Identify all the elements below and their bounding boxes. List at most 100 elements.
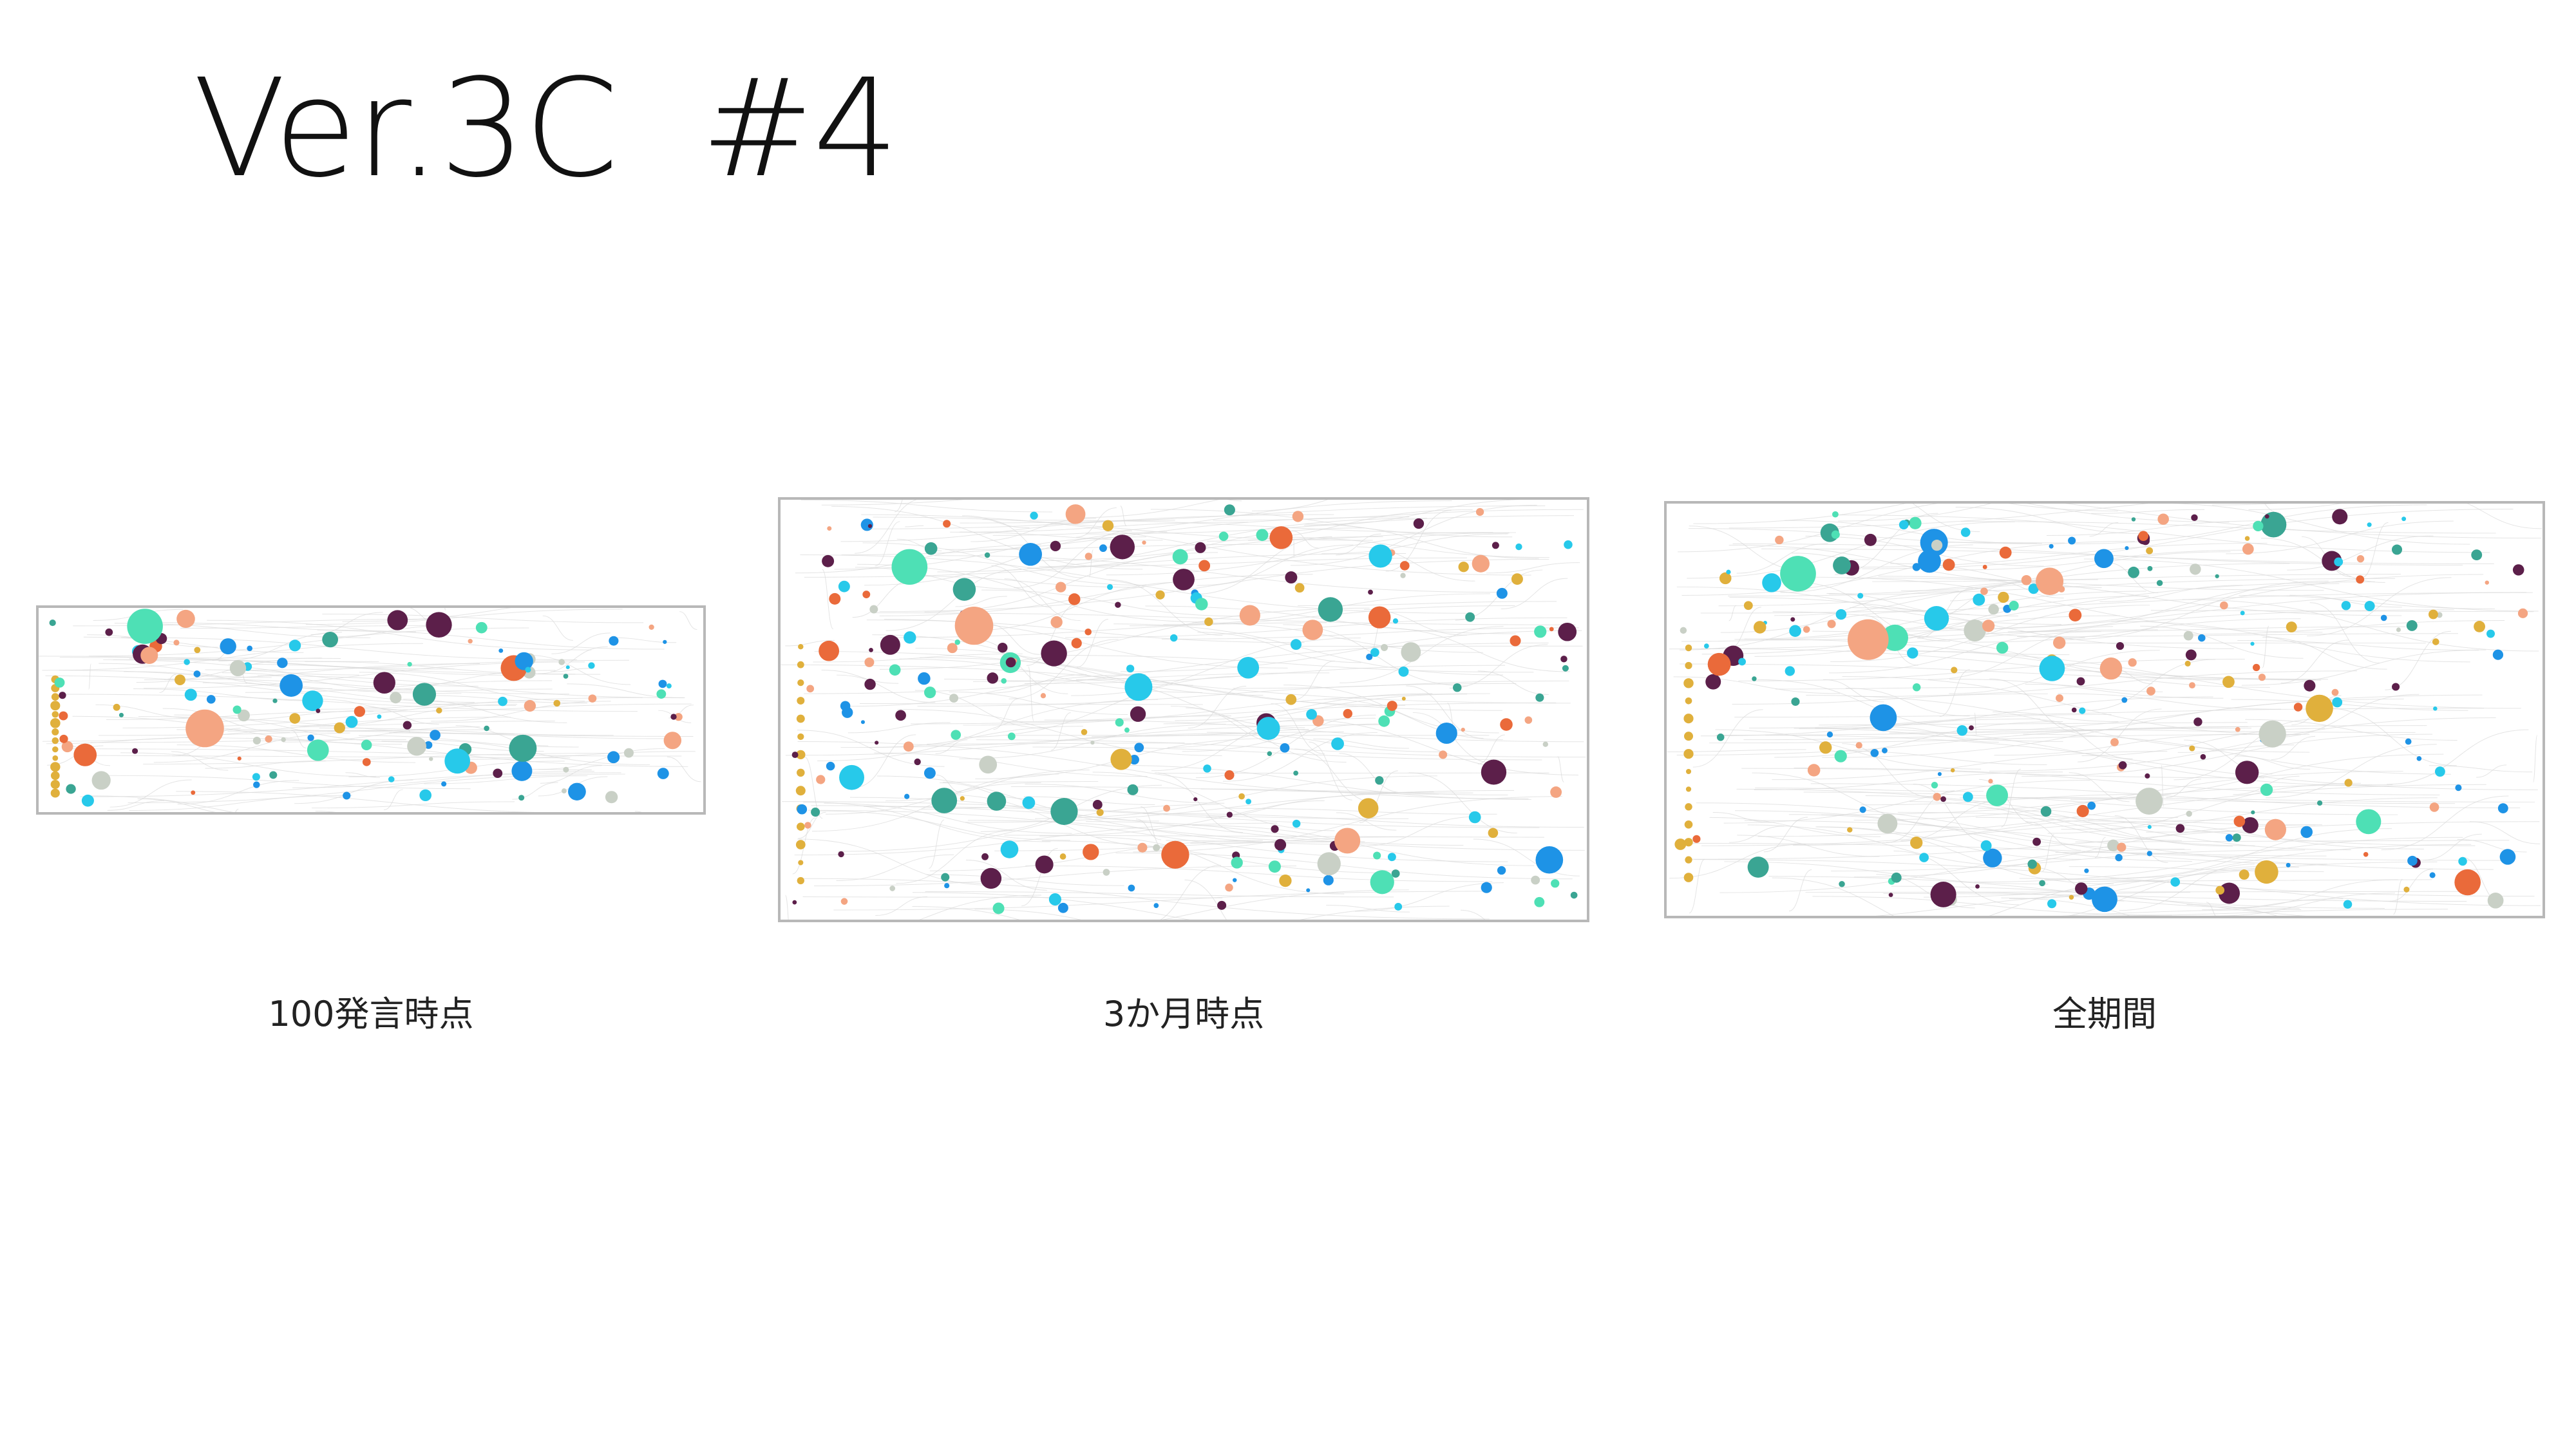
graph-edge: [1669, 609, 2454, 650]
graph-node: [2189, 682, 2195, 689]
graph-node: [796, 714, 805, 723]
graph-node: [1683, 873, 1694, 882]
graph-node: [515, 652, 533, 670]
graph-edge: [2061, 909, 2302, 916]
graph-edge: [1975, 817, 2351, 851]
graph-edge: [1701, 648, 2328, 680]
graph-edge: [992, 500, 1452, 536]
graph-node: [2356, 575, 2365, 584]
graph-node: [1110, 535, 1135, 560]
graph-node: [605, 791, 618, 804]
graph-node: [1835, 609, 1847, 620]
caption-3-months: 3か月時点: [1103, 994, 1265, 1034]
graph-node: [247, 645, 253, 652]
graph-node: [484, 725, 489, 732]
graph-node: [2344, 779, 2353, 787]
graph-node: [1857, 592, 1864, 599]
graph-node: [2116, 641, 2125, 650]
graph-node: [806, 685, 815, 693]
graph-node: [1550, 786, 1562, 798]
graph-node: [2107, 839, 2119, 851]
graph-node: [924, 542, 938, 555]
graph-edge: [1774, 721, 2063, 758]
graph-node: [1719, 572, 1732, 585]
graph-node: [1050, 540, 1061, 552]
graph-edge: [1039, 791, 1434, 837]
graph-node: [2138, 531, 2149, 541]
graph-edge: [2467, 504, 2543, 529]
graph-node: [2250, 641, 2255, 646]
graph-edge: [1025, 865, 1493, 882]
graph-node: [1007, 732, 1016, 741]
graph-node: [1153, 844, 1160, 851]
graph-node: [354, 706, 366, 717]
graph-edge: [1736, 543, 1828, 574]
graph-node: [2183, 630, 2193, 641]
graph-edge: [1885, 726, 1999, 743]
graph-node: [1130, 706, 1146, 722]
graph-node: [1951, 667, 1958, 674]
graph-edge: [2392, 878, 2403, 915]
graph-edge: [1805, 891, 2459, 893]
graph-edge: [1889, 694, 2483, 734]
graph-node: [840, 898, 848, 905]
graph-edge: [949, 691, 1128, 715]
graph-node: [1370, 870, 1394, 895]
graph-node: [388, 776, 395, 782]
graph-node: [252, 773, 260, 781]
graph-node: [2021, 574, 2032, 585]
graph-edge: [1004, 578, 1081, 621]
graph-edge: [1024, 665, 1506, 684]
graph-edge: [1994, 734, 2248, 756]
graph-node: [1439, 750, 1448, 759]
graph-edge: [1728, 605, 1737, 621]
graph-edge: [42, 643, 423, 671]
graph-hub-node: [1302, 620, 1323, 640]
graph-node: [66, 784, 76, 794]
graph-node: [1497, 866, 1506, 875]
graph-edge: [2007, 583, 2340, 632]
graph-edge: [814, 866, 1297, 887]
graph-edge: [359, 672, 585, 702]
graph-edge: [1113, 623, 1503, 676]
graph-edge: [1793, 817, 2179, 846]
graph-node: [1452, 683, 1462, 692]
graph-hub-node: [185, 709, 224, 748]
graph-node: [2235, 726, 2240, 732]
graph-node: [1535, 846, 1564, 874]
graph-edge: [1939, 669, 1970, 717]
graph-edge: [2174, 719, 2315, 781]
graph-edge: [782, 801, 1409, 819]
graph-node: [1933, 793, 1942, 801]
graph-edge: [1303, 500, 1520, 526]
graph-edge: [2241, 649, 2486, 686]
graph-edge: [2476, 764, 2507, 778]
graph-node: [1803, 626, 1810, 633]
graph-edge: [837, 674, 936, 703]
graph-node: [1358, 798, 1379, 819]
graph-node: [1807, 764, 1821, 777]
graph-node: [1231, 857, 1243, 869]
graph-edge: [83, 636, 304, 653]
graph-node: [2131, 517, 2136, 522]
graph-node: [2032, 837, 2041, 846]
graph-node: [52, 728, 59, 735]
graph-node: [343, 791, 351, 800]
graph-node: [2058, 585, 2065, 593]
graph-node: [1988, 779, 1993, 784]
graph-edge: [1747, 824, 2035, 867]
graph-edge: [2069, 866, 2324, 872]
graph-node: [947, 643, 958, 654]
graph-node: [2286, 862, 2291, 867]
graph-node: [797, 822, 805, 831]
graph-edge: [1673, 676, 1840, 694]
graph-edge: [2146, 831, 2248, 833]
graph-node: [914, 758, 921, 766]
graph-node: [50, 779, 60, 790]
graph-node: [798, 643, 804, 650]
graph-edge: [1716, 725, 2427, 735]
graph-node: [1564, 540, 1573, 549]
graph-node: [2454, 869, 2481, 896]
graph-edge: [667, 756, 701, 782]
graph-edge: [1014, 530, 1132, 589]
